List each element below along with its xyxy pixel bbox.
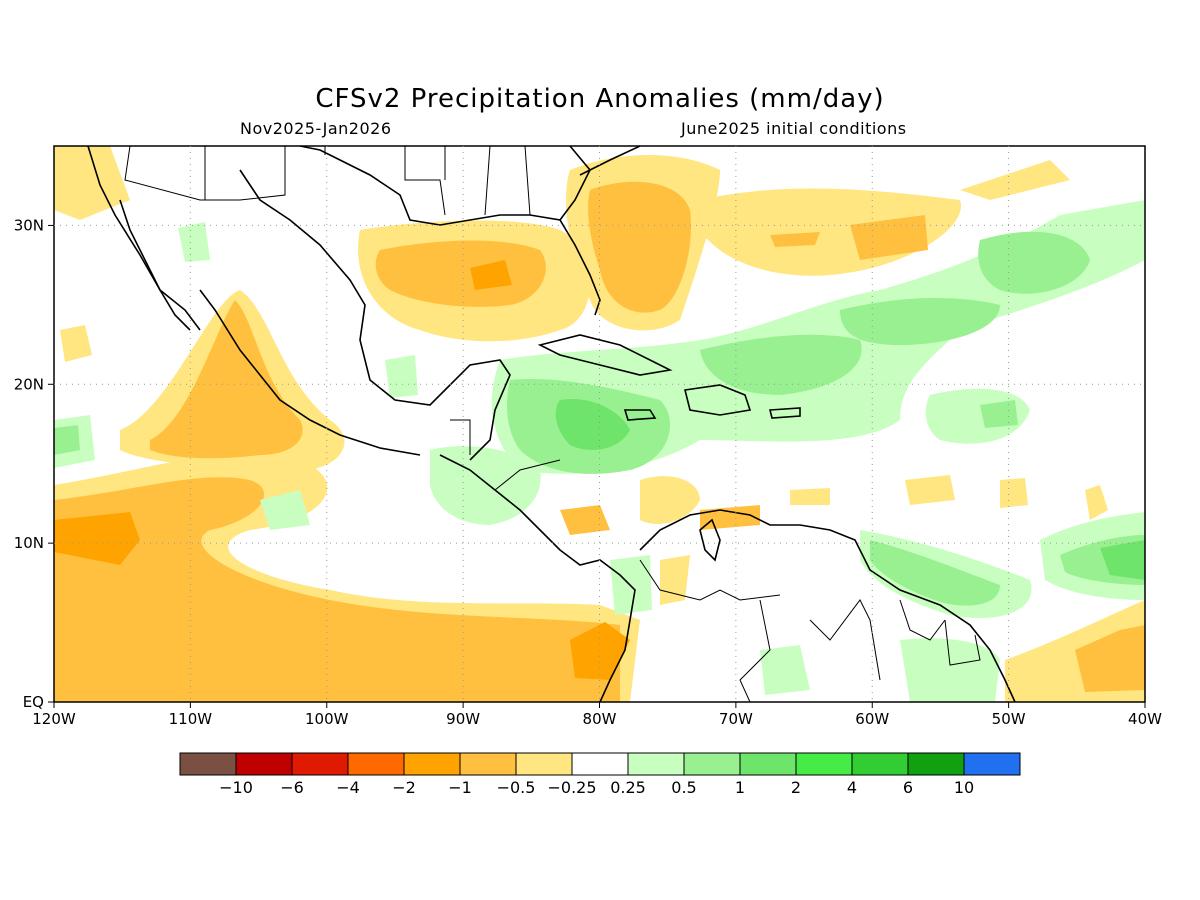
- colorbar-label: −0.25: [547, 778, 596, 797]
- colorbar-label: −0.5: [497, 778, 536, 797]
- forecast-period: Nov2025-Jan2026: [240, 119, 392, 138]
- lat-tick-label: 20N: [14, 375, 44, 393]
- colorbar-swatch: [683, 752, 741, 776]
- colorbar-swatch: [627, 752, 685, 776]
- lat-tick-label: 30N: [14, 216, 44, 234]
- colorbar-swatch: [963, 752, 1021, 776]
- colorbar-label: 6: [903, 778, 913, 797]
- colorbar-swatch: [403, 752, 461, 776]
- colorbar-label: −1: [448, 778, 472, 797]
- colorbar-swatch: [571, 752, 629, 776]
- lat-tick-label: 10N: [14, 534, 44, 552]
- colorbar-swatch: [179, 752, 237, 776]
- colorbar-label: −10: [219, 778, 253, 797]
- colorbar-label: 0.5: [671, 778, 696, 797]
- lon-tick-label: 40W: [1128, 710, 1162, 728]
- colorbar: −10 −6 −4 −2 −1 −0.5 −0.25 0.25 0.5 1 2 4 6 10: [179, 752, 1021, 797]
- lon-tick-label: 90W: [446, 710, 480, 728]
- colorbar-label: 0.25: [610, 778, 646, 797]
- colorbar-label: 10: [954, 778, 974, 797]
- dry-anomaly-areas: [54, 146, 1145, 702]
- lon-tick-label: 70W: [719, 710, 753, 728]
- lon-tick-label: 60W: [855, 710, 889, 728]
- colorbar-swatch: [459, 752, 517, 776]
- lon-tick-label: 110W: [169, 710, 213, 728]
- lon-tick-label: 80W: [583, 710, 617, 728]
- lon-tick-label: 100W: [305, 710, 349, 728]
- anomaly-field: [54, 146, 1145, 702]
- colorbar-label: 4: [847, 778, 857, 797]
- lon-tick-label: 50W: [992, 710, 1026, 728]
- colorbar-swatch: [291, 752, 349, 776]
- initial-conditions: June2025 initial conditions: [681, 119, 907, 138]
- coastlines: [87, 145, 1016, 703]
- colorbar-swatch: [347, 752, 405, 776]
- wet-anomaly-areas: [54, 200, 1145, 702]
- colorbar-swatch: [739, 752, 797, 776]
- axis-ticks: 120W 110W 100W 90W 80W 70W 60W 50W 40W EQ 10N 20N 30…: [14, 216, 1162, 728]
- colorbar-label: 2: [791, 778, 801, 797]
- colorbar-label: −2: [392, 778, 416, 797]
- colorbar-label: −6: [280, 778, 304, 797]
- colorbar-swatch: [907, 752, 965, 776]
- country-borders: [124, 145, 981, 703]
- lon-tick-label: 120W: [32, 710, 76, 728]
- chart-title: CFSv2 Precipitation Anomalies (mm/day): [315, 84, 885, 114]
- colorbar-label: −4: [336, 778, 360, 797]
- colorbar-swatch: [795, 752, 853, 776]
- colorbar-swatch: [515, 752, 573, 776]
- colorbar-label: 1: [735, 778, 745, 797]
- colorbar-swatch: [235, 752, 293, 776]
- lat-tick-label: EQ: [23, 693, 44, 711]
- colorbar-swatch: [851, 752, 909, 776]
